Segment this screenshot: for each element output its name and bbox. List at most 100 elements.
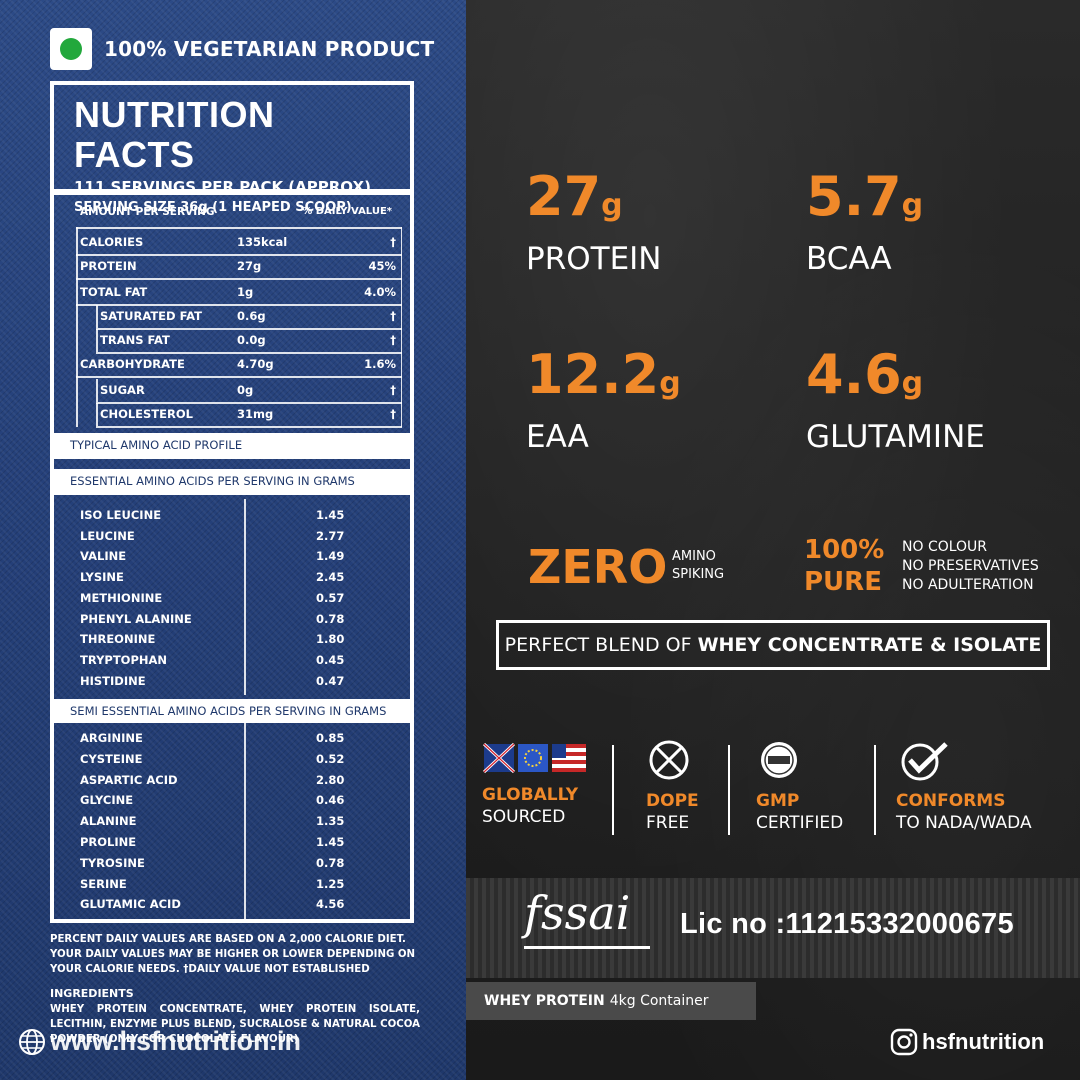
instagram-handle[interactable]: hsfnutrition: [890, 1028, 1044, 1056]
stat-eaa: 12.2g EAA: [526, 343, 681, 456]
amino-row: PHENYL ALANINE 0.78: [54, 609, 410, 630]
nutrition-row: TOTAL FAT 1g 4.0%: [54, 281, 410, 304]
nutrition-row: CALORIES 135kcal †: [54, 231, 410, 254]
globe-icon: [19, 1028, 45, 1055]
purity-list: NO COLOUR NO PRESERVATIVES NO ADULTERATI…: [902, 539, 1039, 593]
amino-row: GLUTAMIC ACID 4.56: [54, 894, 410, 915]
website-link[interactable]: www.hsfnutrition.in: [18, 1026, 301, 1057]
badge-dope-free: DOPE FREE: [646, 740, 699, 834]
nutrient-name: TOTAL FAT: [80, 285, 148, 299]
amino-value: 4.56: [316, 897, 345, 912]
badge-globally-sourced: GLOBALLY SOURCED: [482, 740, 588, 828]
amino-value: 1.25: [316, 876, 345, 891]
instagram-icon: [890, 1028, 918, 1056]
nutrient-name: SUGAR: [100, 383, 145, 397]
veg-mark-icon: [50, 28, 92, 70]
daily-value-footnote: PERCENT DAILY VALUES ARE BASED ON A 2,00…: [50, 934, 416, 975]
amino-value: 0.57: [316, 590, 345, 605]
amino-row: GLYCINE 0.46: [54, 790, 410, 811]
flags-icon: [482, 742, 586, 774]
amino-row: METHIONINE 0.57: [54, 588, 410, 609]
no-dope-icon: [649, 740, 689, 780]
amino-row: THREONINE 1.80: [54, 629, 410, 650]
nutrient-name: TRANS FAT: [100, 333, 170, 347]
nutrient-name: PROTEIN: [80, 259, 137, 273]
amino-value: 1.35: [316, 814, 345, 829]
ingredients-text: WHEY PROTEIN CONCENTRATE, WHEY PROTEIN I…: [50, 1004, 420, 1045]
amino-name: VALINE: [80, 549, 127, 564]
badge-nada-wada: CONFORMS TO NADA/WADA: [896, 740, 1032, 834]
nutrient-value: 4.70g: [237, 357, 274, 371]
ingredients-title: INGREDIENTS: [50, 987, 134, 1000]
nutrition-panel: 100% VEGETARIAN PRODUCT NUTRITION FACTS …: [0, 0, 466, 1080]
amino-row: ALANINE 1.35: [54, 811, 410, 832]
highlights-panel: 27g PROTEIN 5.7g BCAA 12.2g EAA 4.6g GLU…: [466, 0, 1080, 1080]
amino-value: 0.47: [316, 673, 345, 688]
nutrient-value: 27g: [237, 259, 262, 273]
amino-row: HISTIDINE 0.47: [54, 671, 410, 692]
nutrient-dv: 4.0%: [364, 285, 396, 299]
zero-subtext: AMINO SPIKING: [672, 549, 725, 582]
amino-name: CYSTEINE: [80, 751, 143, 766]
amino-name: THREONINE: [80, 632, 156, 647]
amino-profile-title: TYPICAL AMINO ACID PROFILE: [54, 433, 410, 459]
amino-name: ISO LEUCINE: [80, 508, 162, 522]
nutrition-facts-table: NUTRITION FACTS 111 SERVINGS PER PACK (A…: [50, 81, 414, 923]
amino-name: ALANINE: [80, 814, 137, 829]
nutrition-row: CARBOHYDRATE 4.70g 1.6%: [54, 353, 410, 376]
nutrition-row: TRANS FAT 0.0g †: [54, 329, 410, 352]
blend-banner: PERFECT BLEND OF WHEY CONCENTRATE & ISOLA…: [496, 620, 1050, 670]
col-daily-value: % DAILY VALUE*: [302, 206, 392, 217]
zero-claim: ZERO: [528, 540, 668, 594]
amino-value: 0.52: [316, 751, 345, 766]
amino-name: PROLINE: [80, 835, 137, 849]
amino-row: CYSTEINE 0.52: [54, 749, 410, 770]
pure-claim: 100% PURE: [804, 535, 885, 597]
nutrient-value: 1g: [237, 285, 254, 299]
essential-amino-title: ESSENTIAL AMINO ACIDS PER SERVING IN GRA…: [54, 469, 410, 495]
nutrient-value: 135kcal: [237, 235, 288, 249]
container-label: WHEY PROTEIN 4kg Container: [466, 982, 756, 1020]
amino-value: 0.45: [316, 652, 345, 667]
amino-row: SERINE 1.25: [54, 874, 410, 895]
amino-name: TYROSINE: [80, 855, 145, 870]
nutrition-row: SUGAR 0g †: [54, 379, 410, 402]
amino-name: ASPARTIC ACID: [80, 772, 178, 787]
nutrient-dv: 1.6%: [364, 357, 396, 371]
amino-name: GLUTAMIC ACID: [80, 897, 181, 912]
nutrient-value: 0.6g: [237, 309, 266, 323]
amino-name: HISTIDINE: [80, 673, 146, 688]
stat-protein: 27g PROTEIN: [526, 165, 662, 278]
stat-bcaa: 5.7g BCAA: [806, 165, 924, 278]
amino-name: LEUCINE: [80, 528, 135, 543]
nutrition-header: NUTRITION FACTS 111 SERVINGS PER PACK (A…: [74, 95, 400, 217]
amino-value: 2.45: [316, 570, 345, 585]
amino-value: 2.77: [316, 528, 345, 543]
amino-name: ARGININE: [80, 731, 143, 745]
amino-row: LYSINE 2.45: [54, 567, 410, 588]
nutrient-dv: 45%: [368, 259, 396, 273]
nutrition-title: NUTRITION FACTS: [74, 94, 275, 175]
gmp-seal-icon: [761, 742, 797, 778]
license-number: Lic no :11215332000675: [680, 908, 1014, 940]
serving-size: SERVING SIZE 36g (1 HEAPED SCOOP): [74, 200, 352, 215]
amino-row: PROLINE 1.45: [54, 832, 410, 853]
amino-name: LYSINE: [80, 570, 124, 585]
nutrition-row: CHOLESTEROL 31mg †: [54, 403, 410, 426]
amino-name: TRYPTOPHAN: [80, 652, 168, 667]
veg-label: 100% VEGETARIAN PRODUCT: [104, 37, 435, 61]
nutrition-row: PROTEIN 27g 45%: [54, 255, 410, 278]
nutrient-value: 0.0g: [237, 333, 266, 347]
nutrient-value: 0g: [237, 383, 254, 397]
amino-value: 1.45: [316, 508, 345, 522]
amino-row: TYROSINE 0.78: [54, 853, 410, 874]
amino-name: SERINE: [80, 876, 127, 891]
nutrient-name: CALORIES: [80, 235, 144, 249]
amino-value: 2.80: [316, 772, 345, 787]
nutrient-name: CHOLESTEROL: [100, 407, 193, 421]
amino-row: ASPARTIC ACID 2.80: [54, 770, 410, 791]
checkmark-icon: [901, 742, 948, 781]
amino-row: LEUCINE 2.77: [54, 526, 410, 547]
website-text: www.hsfnutrition.in: [50, 1026, 301, 1056]
nutrition-row: SATURATED FAT 0.6g †: [54, 305, 410, 328]
